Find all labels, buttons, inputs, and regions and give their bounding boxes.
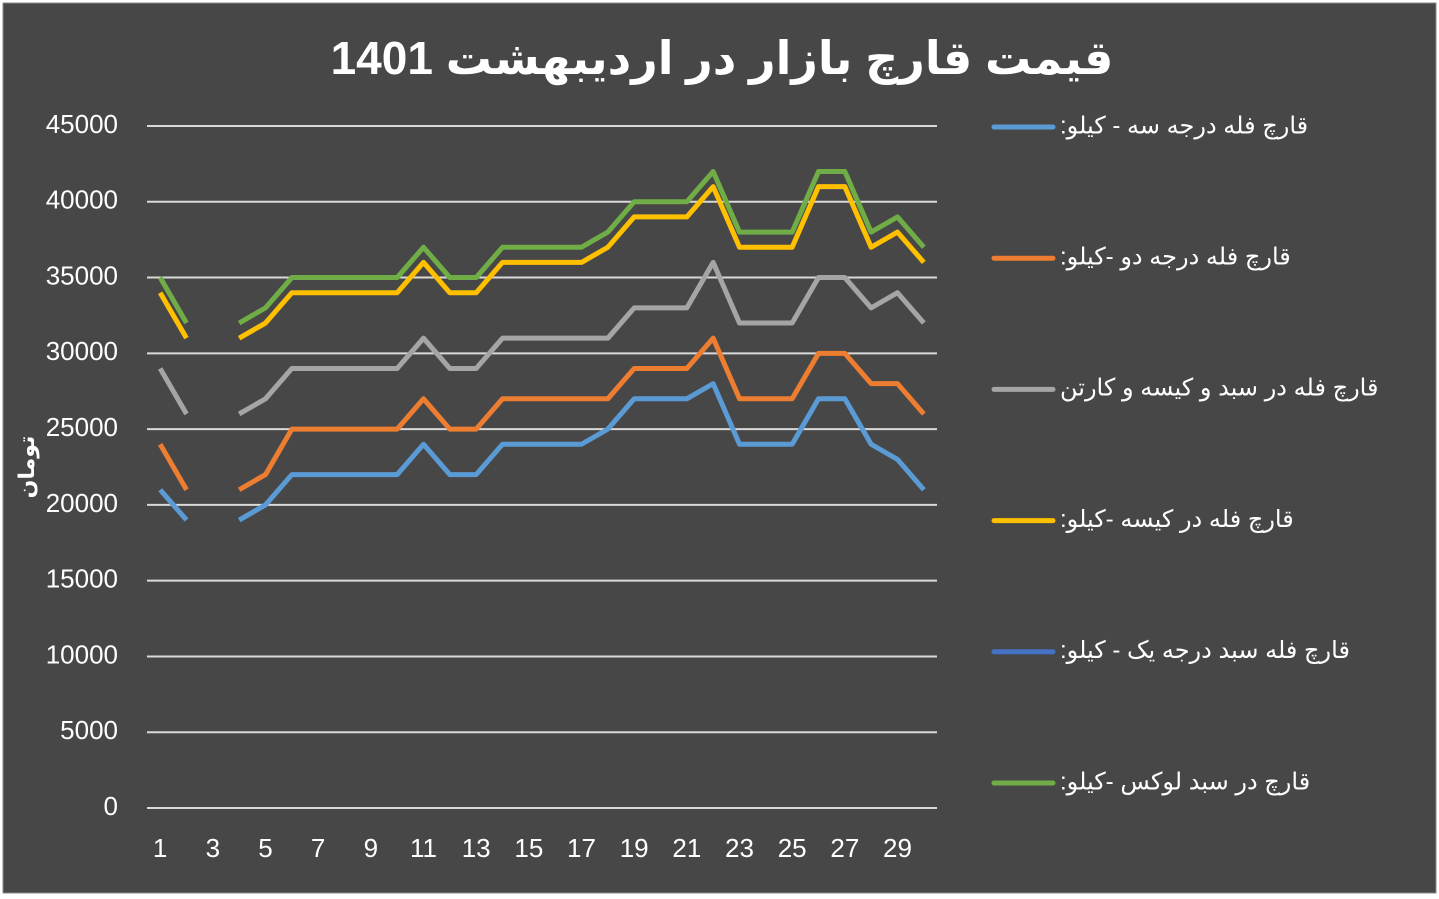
y-tick-label: 35000 xyxy=(46,260,118,290)
series-line xyxy=(158,335,926,492)
series-line xyxy=(158,184,926,341)
x-tick-label: 1 xyxy=(153,833,167,863)
x-tick-label: 5 xyxy=(258,833,272,863)
y-tick-label: 25000 xyxy=(46,412,118,442)
legend-label: قارچ فله درجه دو -کیلو: xyxy=(1060,244,1291,271)
series-line xyxy=(158,168,926,326)
legend-label: قارچ در سبد لوکس -کیلو: xyxy=(1060,768,1310,795)
x-tick-label: 27 xyxy=(830,833,859,863)
series-line xyxy=(158,381,926,523)
y-tick-label: 10000 xyxy=(46,639,118,669)
x-tick-label: 25 xyxy=(778,833,807,863)
y-tick-label: 15000 xyxy=(46,564,118,594)
y-tick-label: 40000 xyxy=(46,185,118,215)
x-tick-label: 23 xyxy=(725,833,754,863)
legend-label: قارچ فله درجه سه - کیلو: xyxy=(1060,112,1308,139)
legend-label: قارچ فله در کیسه -کیلو: xyxy=(1060,506,1294,533)
x-tick-label: 15 xyxy=(514,833,543,863)
x-tick-label: 7 xyxy=(311,833,325,863)
legend-label: قارچ فله سبد درجه یک - کیلو: xyxy=(1060,637,1350,664)
x-tick-label: 11 xyxy=(410,833,437,863)
y-tick-label: 45000 xyxy=(46,109,118,139)
x-tick-label: 21 xyxy=(672,833,701,863)
y-tick-label: 5000 xyxy=(60,715,118,745)
x-tick-label: 19 xyxy=(620,833,649,863)
x-tick-label: 29 xyxy=(883,833,912,863)
x-tick-label: 3 xyxy=(206,833,220,863)
x-tick-label: 9 xyxy=(364,833,378,863)
x-tick-label: 17 xyxy=(567,833,596,863)
y-tick-label: 20000 xyxy=(46,488,118,518)
y-axis-label: تومان xyxy=(14,436,40,499)
series-line xyxy=(158,259,926,417)
x-tick-label: 13 xyxy=(462,833,491,863)
legend-label: قارچ فله در سبد و کیسه و کارتن xyxy=(1060,375,1378,402)
y-tick-label: 0 xyxy=(104,791,118,821)
y-tick-label: 30000 xyxy=(46,336,118,366)
chart-title: قیمت قارچ بازار در اردیبهشت 1401 xyxy=(331,32,1114,85)
